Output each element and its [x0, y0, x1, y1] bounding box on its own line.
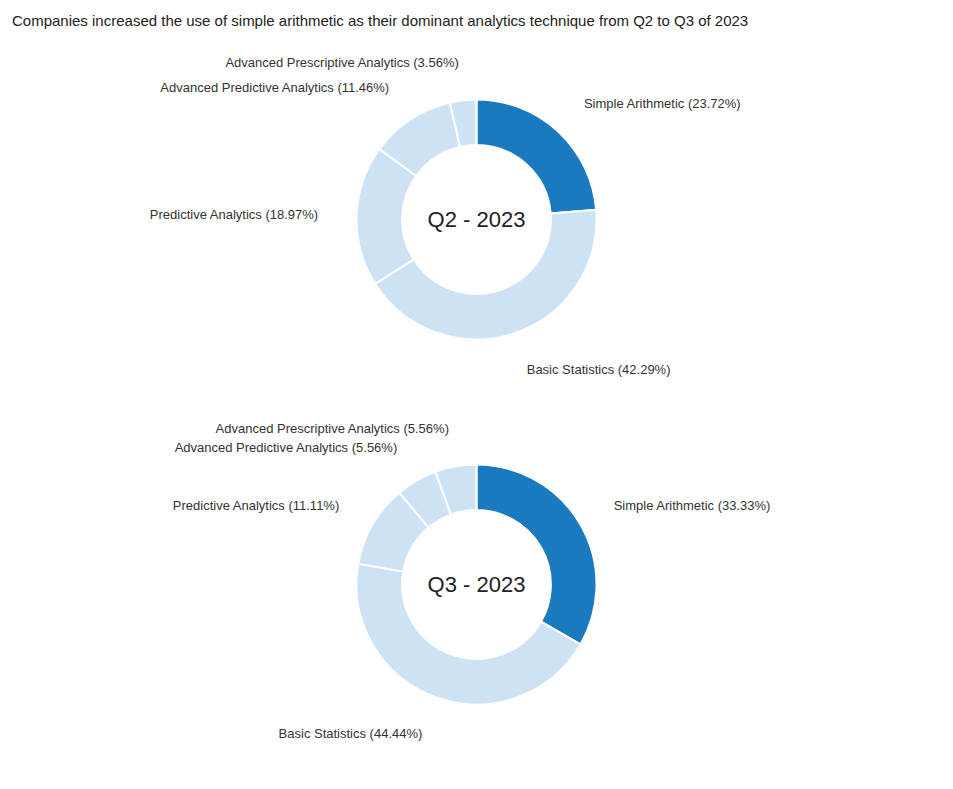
svg-text:Basic Statistics (44.44%): Basic Statistics (44.44%): [279, 726, 423, 741]
svg-text:Advanced Predictive Analytics: Advanced Predictive Analytics (11.46%): [160, 80, 389, 95]
svg-text:Q2 - 2023: Q2 - 2023: [428, 207, 526, 232]
svg-text:Q3 - 2023: Q3 - 2023: [428, 572, 526, 597]
svg-text:Simple Arithmetic (23.72%): Simple Arithmetic (23.72%): [584, 96, 741, 111]
svg-text:Predictive Analytics (11.11%): Predictive Analytics (11.11%): [173, 498, 339, 513]
svg-text:Advanced Predictive Analytics: Advanced Predictive Analytics (5.56%): [175, 440, 398, 455]
html-text:Companies increased the use of: Companies increased the use of simple ar…: [12, 12, 749, 29]
svg-text:Basic Statistics (42.29%): Basic Statistics (42.29%): [527, 362, 671, 377]
svg-text:Predictive Analytics (18.97%): Predictive Analytics (18.97%): [150, 207, 318, 222]
svg-text:Simple Arithmetic (33.33%): Simple Arithmetic (33.33%): [614, 498, 771, 513]
svg-text:Advanced Prescriptive Analytic: Advanced Prescriptive Analytics (3.56%): [225, 55, 458, 70]
svg-text:Advanced Prescriptive Analytic: Advanced Prescriptive Analytics (5.56%): [216, 421, 449, 436]
